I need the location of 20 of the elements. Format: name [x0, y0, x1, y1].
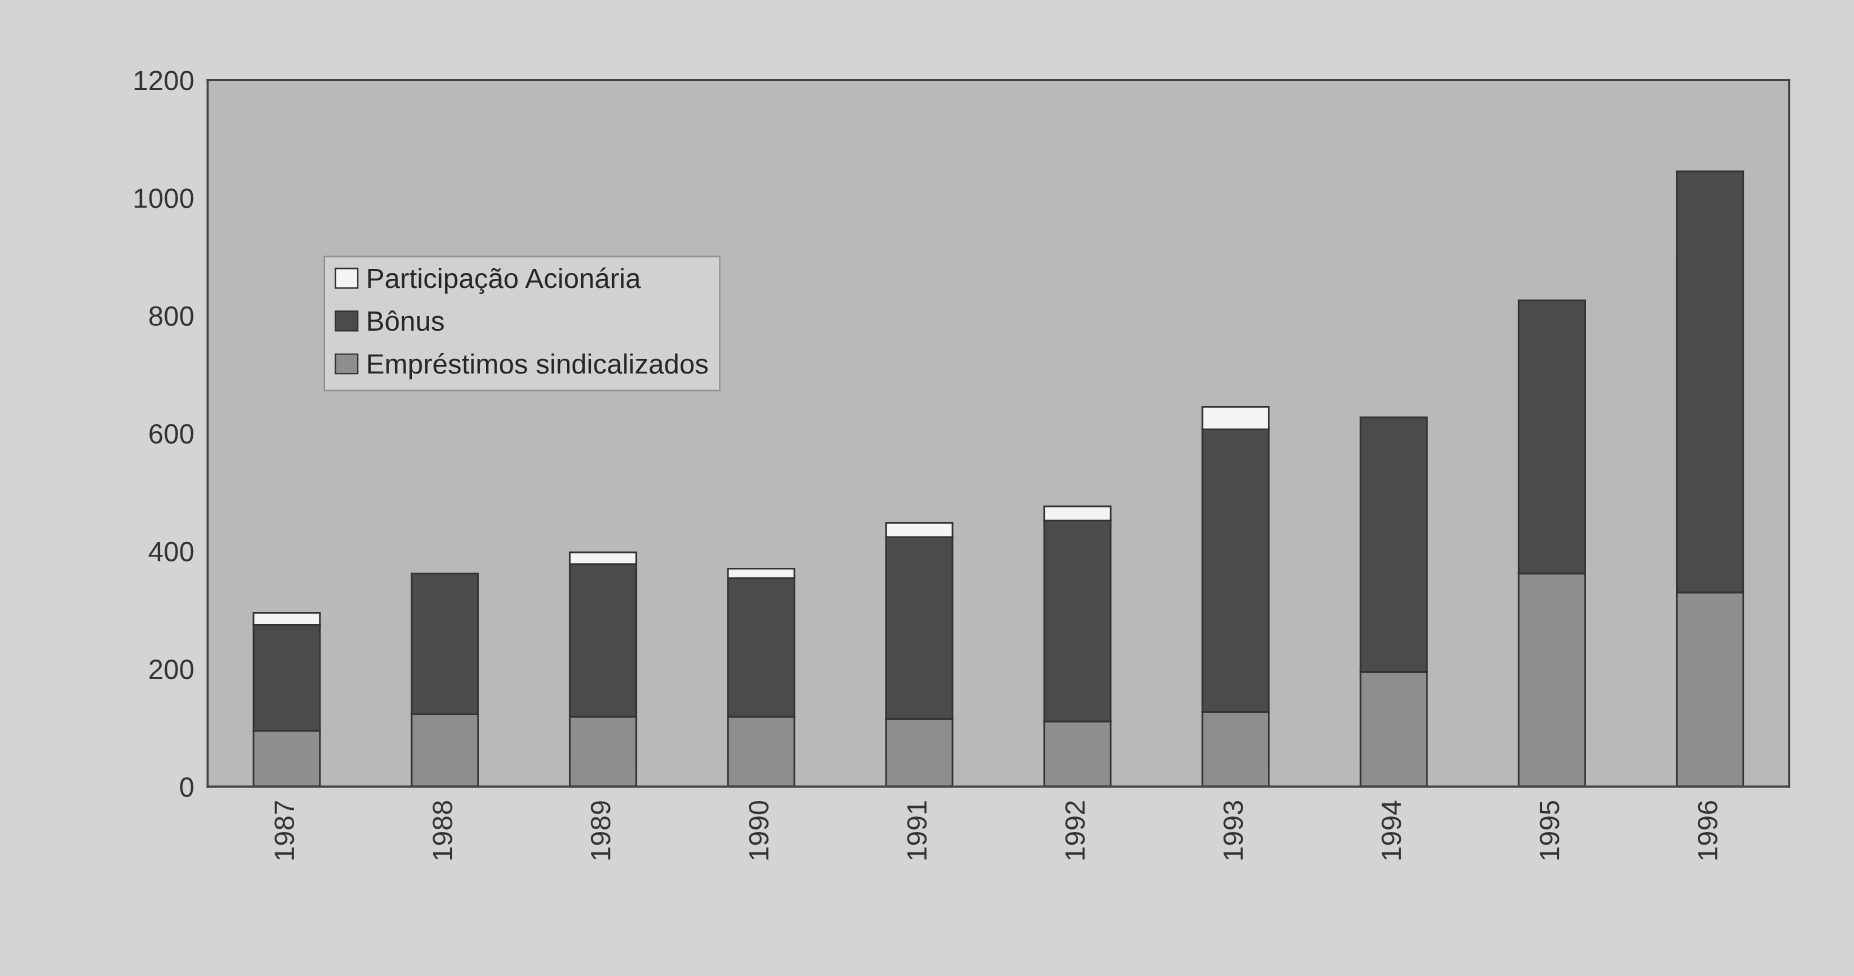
x-tick-label: 1987	[274, 801, 295, 860]
y-tick-label: 200	[149, 659, 194, 680]
legend-label: Bônus	[368, 310, 444, 331]
x-tick-label: 1993	[1223, 801, 1244, 860]
x-tick-label: 1990	[748, 800, 769, 860]
y-tick-label: 0	[180, 777, 194, 797]
x-tick-label: 1994	[1381, 800, 1402, 860]
y-tick-label: 600	[149, 424, 194, 444]
legend-label: Empréstimos sindicalizados	[368, 353, 708, 380]
x-tick-label: 1988	[432, 801, 453, 860]
x-tick-label: 1989	[590, 801, 611, 860]
y-tick-label: 800	[149, 306, 194, 326]
x-tick-label: 1995	[1539, 801, 1560, 860]
x-tick-label: 1991	[907, 801, 927, 860]
x-tick-label: 1996	[1697, 801, 1718, 860]
y-tick-label: 1000	[134, 188, 194, 209]
x-tick-label: 1992	[1065, 801, 1085, 860]
legend-label: Participação Acionária	[368, 267, 641, 294]
y-tick-label: 1200	[134, 70, 194, 91]
y-tick-label: 400	[148, 541, 194, 562]
